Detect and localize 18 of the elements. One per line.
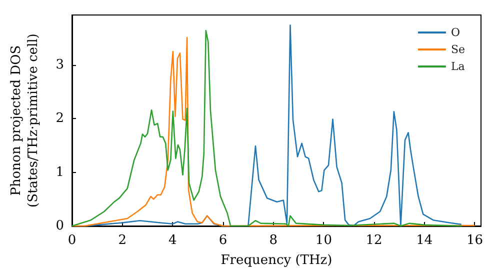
y-tick-label: 0 bbox=[56, 218, 64, 234]
x-tick-label: 10 bbox=[315, 233, 332, 248]
x-tick-label: 4 bbox=[168, 233, 177, 248]
y-tick-label: 1 bbox=[56, 164, 64, 180]
x-axis-title: Frequency (THz) bbox=[220, 252, 332, 268]
x-tick-label: 14 bbox=[416, 233, 433, 248]
legend-label: Se bbox=[450, 43, 465, 56]
legend-label: La bbox=[450, 60, 466, 73]
x-tick-label: 12 bbox=[366, 233, 382, 248]
y-tick-label: 3 bbox=[56, 57, 64, 72]
x-tick-label: 2 bbox=[118, 233, 126, 248]
x-tick-label: 8 bbox=[269, 233, 278, 248]
legend-label: O bbox=[450, 26, 460, 39]
y-tick-label: 2 bbox=[56, 111, 64, 126]
y-axis-title: Phonon projected DOS (States/THz·primitive cell) bbox=[9, 33, 41, 208]
x-tick-label: 6 bbox=[218, 233, 228, 248]
x-tick-label: 0 bbox=[68, 233, 76, 248]
x-tick-label: 16 bbox=[466, 233, 483, 248]
